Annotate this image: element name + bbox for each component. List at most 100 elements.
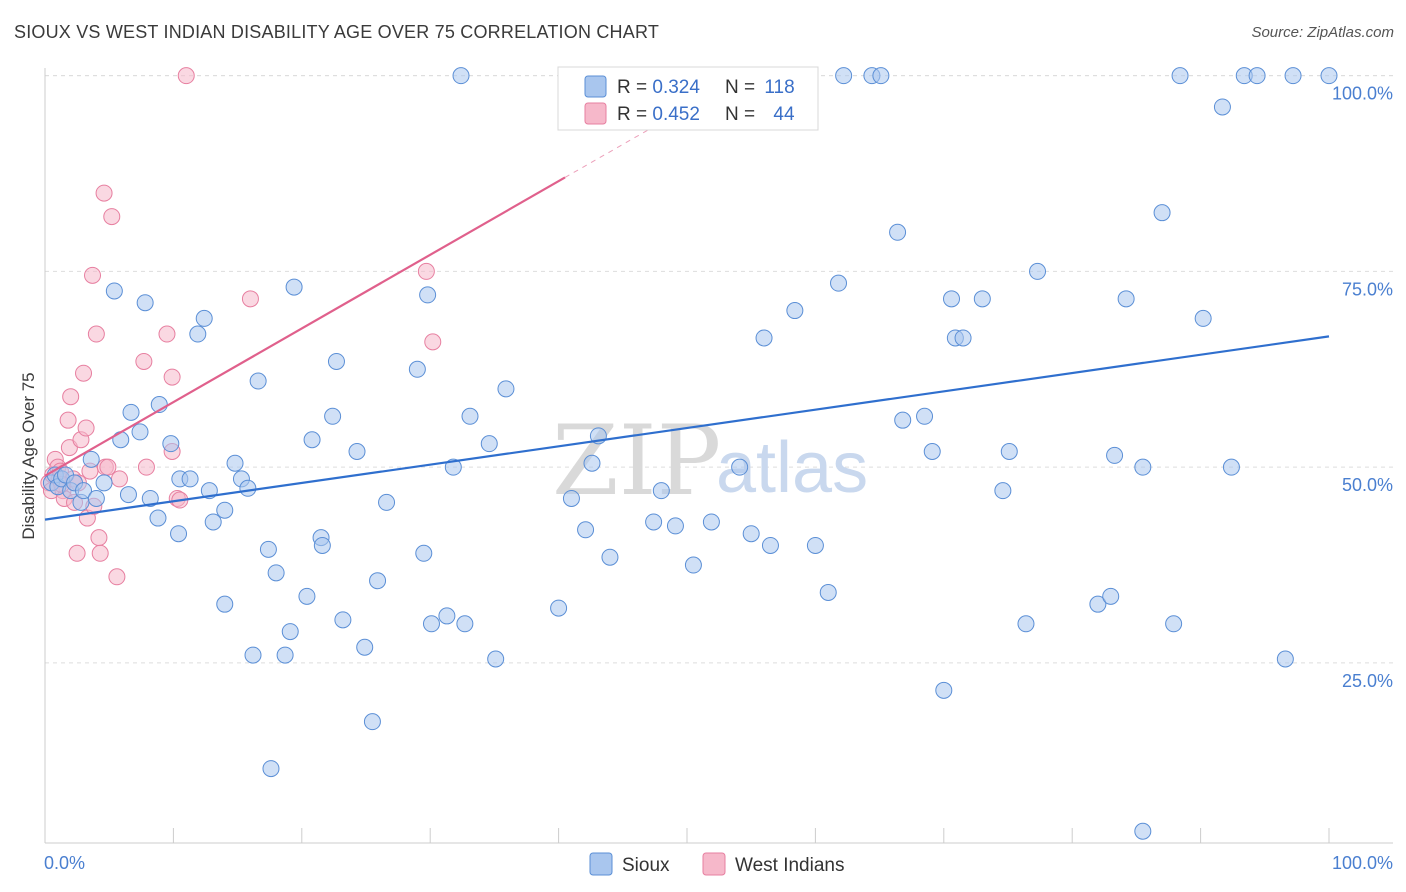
sioux-point — [480, 435, 498, 453]
sioux-point — [755, 329, 773, 347]
sioux-point — [334, 611, 352, 629]
sioux-point — [285, 278, 303, 296]
watermark: ZIP atlas — [552, 405, 868, 517]
west-indians-point — [137, 458, 155, 476]
sioux-point — [994, 482, 1012, 500]
series-legend-label-sioux: Sioux — [622, 855, 670, 876]
sioux-point — [1134, 458, 1152, 476]
sioux-point — [1284, 67, 1302, 85]
sioux-point — [1000, 443, 1018, 460]
y-tick-label: 100.0% — [1332, 84, 1393, 104]
sioux-point — [1017, 615, 1035, 633]
sioux-point — [819, 583, 837, 601]
sioux-point — [452, 67, 470, 85]
sioux-point — [408, 360, 426, 378]
sioux-point — [1089, 595, 1107, 613]
legend-n-west-indians: N = 44 — [725, 104, 795, 125]
sioux-point — [1276, 650, 1294, 668]
legend-row-sioux: R = 0.324 — [617, 77, 700, 98]
sioux-point — [872, 67, 890, 85]
sioux-point — [262, 760, 280, 778]
sioux-point — [303, 431, 321, 449]
sioux-point — [1153, 204, 1171, 222]
sioux-point — [259, 540, 277, 558]
sioux-point — [1194, 309, 1212, 327]
sioux-point — [141, 489, 159, 507]
sioux-point — [348, 443, 366, 460]
y-tick-label: 75.0% — [1342, 279, 1393, 299]
legend-n-value: 44 — [773, 104, 795, 125]
sioux-point — [239, 479, 257, 497]
sioux-point — [122, 403, 140, 421]
series-legend-label-west-indians: West Indians — [735, 855, 844, 876]
sioux-point — [666, 517, 684, 535]
west-indians-point — [135, 352, 153, 370]
sioux-point — [216, 595, 234, 613]
sioux-point — [149, 509, 167, 527]
sioux-point — [1320, 67, 1338, 85]
series-legend-swatch-west-indians — [702, 852, 726, 876]
sioux-point — [356, 638, 374, 656]
sioux-point — [916, 407, 934, 425]
sioux-point — [189, 325, 207, 343]
sioux-point — [954, 329, 972, 347]
x-tick-label-min: 0.0% — [44, 853, 85, 873]
legend-r-label: R = — [617, 104, 652, 125]
sioux-point — [1165, 615, 1183, 633]
sioux-point — [935, 681, 953, 699]
sioux-point — [112, 431, 130, 449]
west-indians-point — [158, 325, 176, 343]
legend-swatch-west-indians — [584, 102, 607, 125]
sioux-point — [281, 623, 299, 641]
sioux-point — [1248, 67, 1266, 85]
sioux-point — [438, 607, 456, 625]
sioux-point — [562, 489, 580, 507]
sioux-point — [369, 572, 387, 590]
legend-r-value: 0.324 — [652, 77, 700, 98]
y-tick-label: 50.0% — [1342, 475, 1393, 495]
west-indians-point — [59, 411, 77, 429]
sioux-point — [181, 470, 199, 488]
legend-n-value: 118 — [764, 77, 794, 98]
sioux-trend-line — [44, 335, 1330, 521]
legend-r-value: 0.452 — [652, 104, 700, 125]
sioux-point — [82, 450, 100, 468]
sioux-point — [1117, 290, 1135, 308]
sioux-point — [487, 650, 505, 668]
sioux-point — [786, 302, 804, 320]
sioux-point — [1029, 262, 1047, 280]
series-legend-swatch-sioux — [589, 852, 613, 876]
sioux-point — [684, 556, 702, 574]
sioux-point — [276, 646, 294, 664]
sioux-point — [645, 513, 663, 531]
sioux-point — [806, 536, 824, 554]
grid-lines — [45, 75, 1393, 664]
west-indians-point — [241, 290, 259, 308]
sioux-point — [973, 290, 991, 308]
sioux-point — [216, 501, 234, 519]
sioux-point — [105, 282, 123, 300]
watermark-zip: ZIP — [552, 405, 721, 517]
sioux-point — [327, 352, 345, 370]
sioux-point — [943, 290, 961, 308]
sioux-point — [249, 372, 267, 390]
sioux-point — [577, 521, 595, 539]
y-tick-labels: 25.0% 50.0% 75.0% 100.0% — [1332, 84, 1393, 691]
sioux-point — [835, 67, 853, 85]
west-indians-point — [163, 368, 181, 386]
west-indians-point — [62, 388, 80, 406]
sioux-point — [162, 435, 180, 453]
sioux-point — [894, 411, 912, 429]
west-indians-point — [77, 419, 95, 437]
sioux-point — [419, 286, 437, 304]
west-indians-point — [424, 333, 442, 351]
west-indians-point — [95, 184, 113, 202]
west-indians-point — [108, 568, 126, 586]
legend-n-sioux: N = 118 — [725, 77, 795, 98]
legend-row-west-indians: R = 0.452 — [617, 104, 700, 125]
sioux-point — [652, 482, 670, 500]
legend-n-label: N = — [725, 77, 760, 98]
legend-n-label: N = — [725, 104, 760, 125]
trend-lines — [44, 118, 1330, 521]
